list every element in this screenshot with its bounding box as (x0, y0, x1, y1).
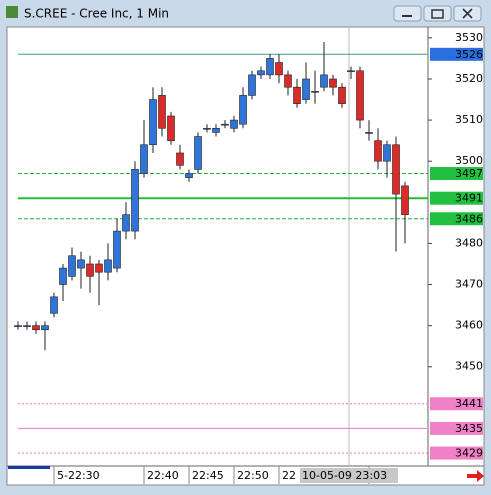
x-tick-label: 22:40 (147, 469, 179, 482)
x-tick-label: 5-22:30 (57, 469, 100, 482)
level-label: 3491 (455, 192, 483, 205)
level-box (430, 397, 483, 411)
candle-body (266, 58, 274, 76)
candle-body (41, 325, 49, 331)
candle-body (365, 132, 373, 134)
x-tick-label: 22 (282, 469, 296, 482)
window-title: S.CREE - Cree Inc, 1 Min (24, 7, 169, 21)
y-tick-label: 3530 (455, 31, 483, 44)
level-box (430, 47, 483, 61)
x-tick-label: 22:50 (237, 469, 269, 482)
candle-body (185, 173, 193, 178)
candle-body (347, 70, 355, 73)
level-label: 3435 (455, 422, 483, 435)
candle-body (230, 119, 238, 129)
candle-body (149, 99, 157, 146)
candle-body (176, 152, 184, 166)
candle-body (14, 325, 22, 327)
candle-body (338, 86, 346, 104)
window-buttons[interactable] (393, 5, 482, 22)
candle-body (302, 78, 310, 100)
candle-body (158, 95, 166, 129)
y-tick-label: 3520 (455, 72, 483, 85)
candle-body (131, 169, 139, 232)
y-tick-label: 3510 (455, 113, 483, 126)
level-label: 3497 (455, 167, 483, 180)
candle-body (248, 74, 256, 96)
level-box (430, 212, 483, 226)
y-tick-label: 3470 (455, 278, 483, 291)
candle-body (221, 123, 229, 126)
candle-body (140, 144, 148, 174)
level-box (430, 191, 483, 205)
candle-body (374, 140, 382, 162)
close-glyph (462, 8, 473, 19)
candle-body (284, 74, 292, 88)
cursor-label-bg (300, 468, 398, 483)
candle-body (104, 259, 112, 273)
level-label: 3429 (455, 447, 483, 460)
level-box (430, 167, 483, 181)
candle-body (320, 74, 328, 88)
maximize-glyph (431, 9, 444, 19)
candle-body (239, 95, 247, 125)
minimize-button[interactable] (393, 5, 422, 22)
plot: 3530 3520 3510 3500 3480 3470 3460 3450 5-22:30 2… (14, 28, 483, 484)
candle-body (32, 325, 40, 331)
y-tick-label: 3460 (455, 319, 483, 332)
candle-body (77, 259, 85, 269)
candle-body (275, 62, 283, 76)
candle-body (203, 128, 211, 130)
candle-body (50, 296, 58, 314)
candle-body (392, 144, 400, 195)
candle-body (194, 136, 202, 170)
candle-body (23, 325, 31, 327)
candle-body (401, 185, 409, 215)
y-tick-label: 3450 (455, 360, 483, 373)
y-tick-label: 3500 (455, 154, 483, 167)
candle-body (257, 70, 265, 76)
level-box (430, 421, 483, 435)
level-label: 3441 (455, 397, 483, 410)
scroll-arrow[interactable] (467, 470, 484, 482)
level-label: 3486 (455, 212, 483, 225)
level-label: 3526 (455, 48, 483, 61)
candle-body (59, 267, 67, 285)
candle-body (113, 230, 121, 269)
x-tick-label: 22:45 (192, 469, 224, 482)
candle-body (122, 214, 130, 232)
candle-body (68, 255, 76, 277)
maximize-button[interactable] (423, 5, 452, 22)
candle-body (329, 78, 337, 88)
scroll-indicator (8, 466, 50, 469)
candle-body (212, 128, 220, 133)
window-icon (6, 6, 18, 18)
candle-body (311, 91, 319, 93)
candle-body (383, 144, 391, 162)
cursor-label: 10-05-09 23:03 (302, 469, 387, 482)
candle-body (167, 115, 175, 141)
candle-body (95, 263, 103, 273)
candle-body (356, 70, 364, 121)
candle-body (293, 86, 301, 104)
candle-body (86, 263, 94, 277)
y-tick-label: 3480 (455, 236, 483, 249)
level-box (430, 446, 483, 460)
